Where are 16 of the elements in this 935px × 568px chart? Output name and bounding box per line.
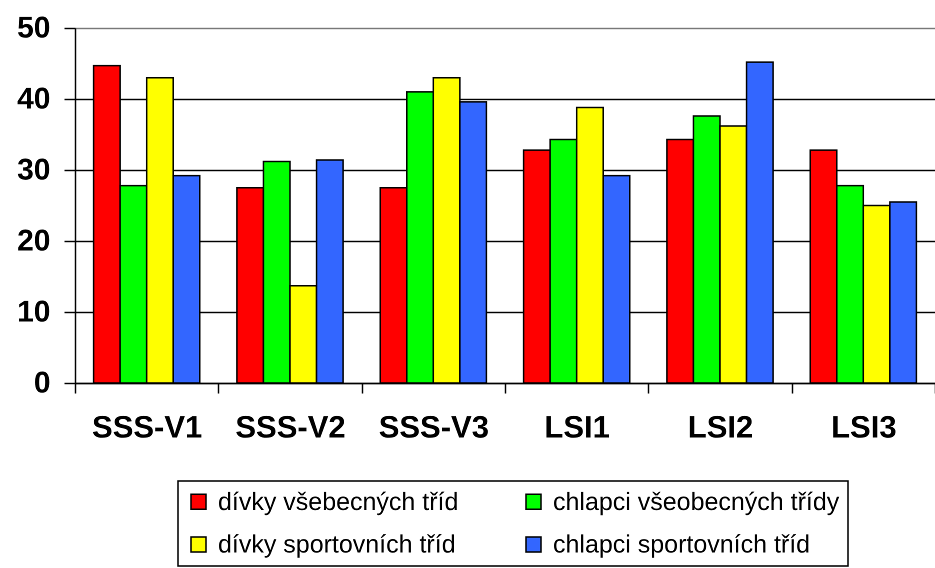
x-tick-label: LSI1 — [544, 410, 610, 444]
x-tick-label: LSI2 — [688, 410, 754, 444]
y-tick-label: 0 — [34, 366, 50, 400]
x-tick-label: SSS-V3 — [378, 410, 489, 444]
y-tick-label: 30 — [17, 154, 50, 186]
x-tick-label: SSS-V2 — [235, 410, 346, 444]
legend-label: chlapci všeobecných třídy — [553, 488, 840, 516]
y-tick-label: 20 — [17, 224, 50, 258]
x-tick-label: SSS-V1 — [92, 410, 202, 444]
y-tick-label: 50 — [17, 12, 50, 44]
y-tick-label: 10 — [17, 296, 50, 328]
legend-label: dívky sportovních tříd — [218, 530, 456, 558]
y-tick-label: 40 — [17, 82, 50, 116]
legend-label: dívky všebecných tříd — [218, 488, 458, 516]
legend-label: chlapci sportovních tříd — [553, 530, 810, 558]
x-tick-label: LSI3 — [831, 410, 897, 444]
